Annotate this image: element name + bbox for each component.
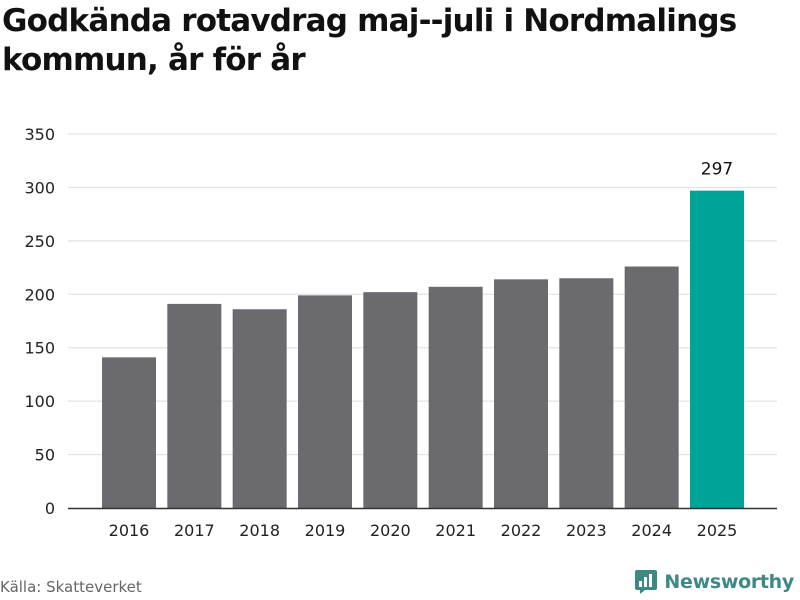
y-tick-label: 50 (35, 446, 55, 465)
bar-2024 (624, 266, 679, 508)
x-tick-label: 2019 (305, 521, 346, 540)
x-tick-label: 2020 (370, 521, 411, 540)
x-tick-label: 2021 (435, 521, 476, 540)
bar-2016 (102, 357, 156, 508)
y-tick-label: 150 (24, 339, 55, 358)
bar-2018 (232, 309, 287, 508)
bar-2021 (428, 286, 483, 508)
bar-2022 (494, 279, 548, 508)
bars (102, 190, 744, 509)
x-tick-label: 2022 (501, 521, 542, 540)
bar-2020 (363, 292, 418, 508)
x-tick-label: 2017 (174, 521, 215, 540)
x-tick-label: 2023 (566, 521, 607, 540)
x-axis-tick-labels: 2016 2017 2018 2019 2020 2021 2022 2023 2024 2025 (109, 521, 738, 540)
x-tick-label: 2025 (697, 521, 738, 540)
brand-name: Newsworthy (664, 571, 794, 593)
data-labels: 297 (701, 160, 733, 180)
bar-2023 (559, 278, 614, 508)
bar-2017 (167, 303, 222, 508)
data-label: 297 (701, 160, 733, 180)
newsworthy-logo-icon (635, 570, 658, 594)
y-tick-label: 250 (24, 232, 55, 251)
y-tick-label: 100 (24, 392, 55, 411)
bar-2025 (690, 190, 744, 509)
x-tick-label: 2016 (109, 521, 150, 540)
source-note: Källa: Skatteverket (0, 578, 142, 596)
bar-2019 (298, 295, 352, 508)
brand[interactable]: Newsworthy (634, 569, 794, 595)
y-tick-label: 300 (24, 178, 55, 197)
chart-title: Godkända rotavdrag maj--juli i Nordmalin… (2, 3, 737, 78)
y-tick-label: 0 (45, 499, 55, 518)
x-tick-label: 2024 (631, 521, 672, 540)
y-tick-label: 200 (24, 285, 55, 304)
x-tick-label: 2018 (239, 521, 280, 540)
y-axis-tick-labels: 0 50 100 150 200 250 300 350 (24, 125, 55, 518)
y-tick-label: 350 (24, 125, 55, 144)
